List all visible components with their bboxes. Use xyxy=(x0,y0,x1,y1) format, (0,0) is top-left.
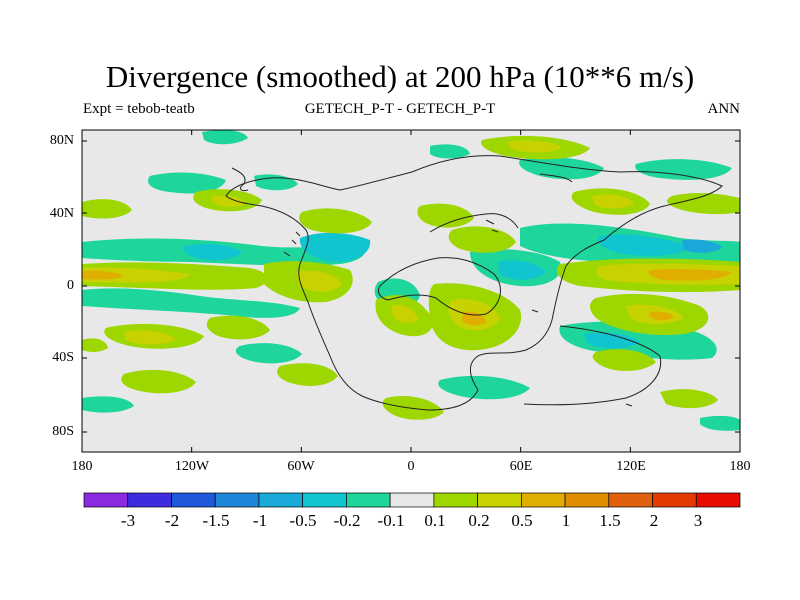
negative-contour xyxy=(148,172,226,194)
y-tick-label: 40N xyxy=(49,206,74,221)
negative-contour xyxy=(700,415,740,431)
colorbar-swatch xyxy=(652,492,697,508)
negative-contour xyxy=(299,232,371,262)
colorbar-label: -0.5 xyxy=(289,511,317,530)
colorbar-label: -1 xyxy=(252,511,268,530)
negative-contour xyxy=(82,396,134,413)
coastline-north-arm xyxy=(429,213,519,233)
x-tick-label: 60W xyxy=(287,459,315,474)
positive-contour xyxy=(667,192,740,215)
plot-title: Divergence (smoothed) at 200 hPa (10**6 … xyxy=(105,59,695,94)
x-tick-label: 120E xyxy=(616,459,646,474)
coastline-islands xyxy=(283,219,633,407)
axis-tick-marks xyxy=(81,130,741,452)
model-comparison-label: GETECH_P-T - GETECH_P-T xyxy=(304,101,496,117)
colorbar-swatch xyxy=(433,492,478,508)
colorbar-swatch xyxy=(258,492,304,508)
y-tick-label: 40S xyxy=(52,350,74,365)
colorbar-label: -2 xyxy=(164,511,180,530)
colorbar-label: 2 xyxy=(649,511,659,530)
positive-contour xyxy=(592,349,656,371)
negative-contour xyxy=(498,260,546,280)
positive-contour xyxy=(650,311,674,321)
colorbar-swatch xyxy=(127,492,172,508)
colorbar-label: 0.1 xyxy=(424,511,446,530)
positive-contour xyxy=(82,338,108,352)
experiment-label: Expt = tebob-teatb xyxy=(83,101,195,117)
colorbar-label: -1.5 xyxy=(202,511,230,530)
colorbar-label: 1.5 xyxy=(599,511,621,530)
negative-contour xyxy=(202,130,248,145)
negative-contour xyxy=(82,288,300,318)
colorbar-swatch xyxy=(83,492,129,508)
positive-contour xyxy=(392,304,418,323)
positive-contour xyxy=(296,270,342,292)
colorbar-swatch xyxy=(214,492,260,508)
colorbar-label: 3 xyxy=(693,511,703,530)
coastline-pangaea xyxy=(225,155,723,411)
negative-contour xyxy=(430,144,470,159)
colorbar-swatch xyxy=(171,492,216,508)
negative-contour xyxy=(438,375,530,400)
colorbar-label: 0.5 xyxy=(511,511,533,530)
negative-contour xyxy=(584,332,640,349)
positive-contour xyxy=(382,395,444,420)
colorbar-swatch xyxy=(346,492,391,508)
y-tick-label: 0 xyxy=(67,278,74,293)
colorbar-swatch xyxy=(477,492,522,508)
colorbar-label: 1 xyxy=(561,511,571,530)
negative-contour xyxy=(235,343,302,364)
season-label: ANN xyxy=(707,101,741,117)
x-tick-label: 180 xyxy=(71,459,93,474)
coastlines xyxy=(225,155,723,411)
colorbar-label: -3 xyxy=(120,511,136,530)
positive-contour xyxy=(660,389,718,409)
coastline-peninsula-b xyxy=(539,173,573,183)
colorbar-swatch xyxy=(302,492,347,508)
negative-contour xyxy=(598,234,690,256)
positive-contour xyxy=(206,315,270,340)
x-tick-label: 60E xyxy=(509,459,533,474)
positive-contour xyxy=(448,226,516,253)
positive-contour xyxy=(277,363,338,386)
positive-contour xyxy=(508,140,562,153)
positive-contour xyxy=(212,195,246,207)
positive-contour xyxy=(648,269,732,281)
x-tick-label: 180 xyxy=(729,459,751,474)
colorbar-label: -0.1 xyxy=(377,511,405,530)
colorbar-swatch xyxy=(520,492,566,508)
negative-contour xyxy=(635,159,732,180)
colorbar xyxy=(83,492,741,508)
negative-contour xyxy=(184,244,242,260)
positive-contour xyxy=(124,330,176,345)
positive-contour xyxy=(592,194,634,209)
colorbar-label: 0.2 xyxy=(468,511,490,530)
divergence-field xyxy=(82,130,740,431)
colorbar-swatch xyxy=(564,492,610,508)
positive-contour xyxy=(299,208,372,234)
coastline-south-ring xyxy=(523,325,662,406)
x-tick-label: 0 xyxy=(407,459,415,474)
colorbar-swatch xyxy=(389,492,435,508)
coastline-peninsula-a xyxy=(231,167,249,191)
positive-contour xyxy=(82,199,132,219)
negative-contour xyxy=(682,239,722,253)
y-tick-label: 80N xyxy=(49,133,74,148)
colorbar-swatch xyxy=(608,492,653,508)
coastline-inner-sea xyxy=(377,257,501,316)
x-tick-label: 120W xyxy=(174,459,210,474)
y-tick-label: 80S xyxy=(52,424,74,439)
positive-contour xyxy=(417,203,474,228)
positive-contour xyxy=(121,369,196,394)
colorbar-swatch xyxy=(695,492,741,508)
colorbar-label: -0.2 xyxy=(333,511,361,530)
positive-contour xyxy=(82,270,124,280)
